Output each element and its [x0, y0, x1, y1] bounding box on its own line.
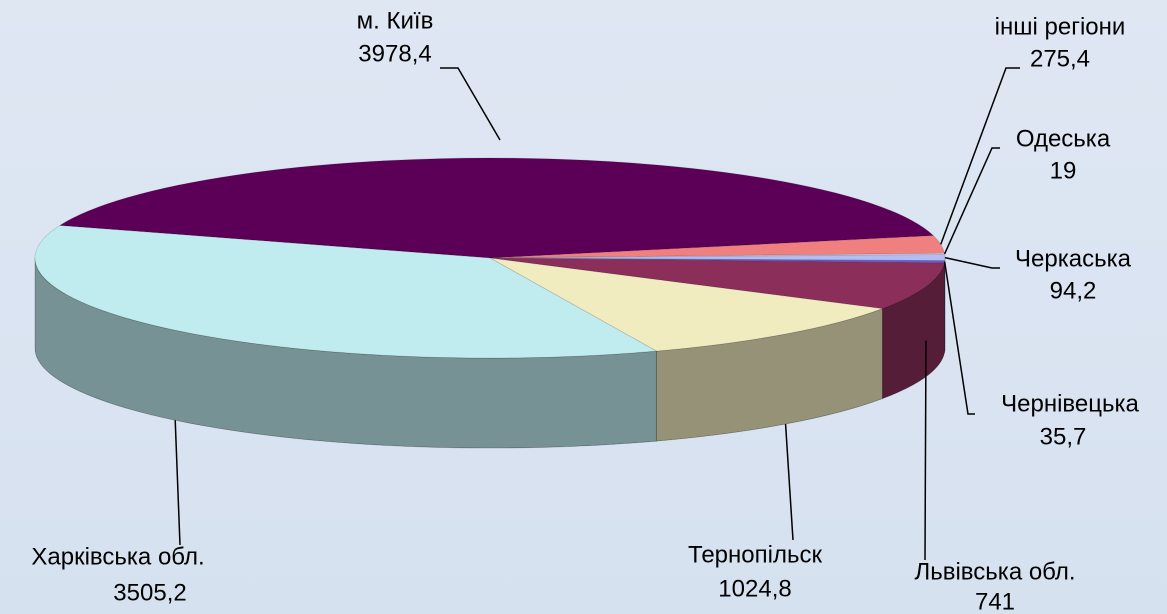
slice-label: Харківська обл. [31, 543, 204, 570]
slice-label: Одеська [1016, 125, 1111, 152]
leader-line [944, 256, 1000, 269]
leader-line [940, 67, 1020, 245]
slice [489, 257, 883, 352]
leader-line [943, 147, 1000, 255]
slice-value-label: 3505,2 [113, 579, 186, 606]
slice-value-label: 94,2 [1050, 277, 1097, 304]
slice-value-label: 741 [975, 588, 1015, 614]
slice-label: інші регіони [995, 13, 1126, 40]
leader-line [174, 420, 181, 546]
slice-value-label: 275,4 [1030, 45, 1090, 72]
slice-label: м. Київ [357, 7, 434, 34]
slice-label: Черкаська [1015, 245, 1132, 272]
slice-label: Тернопільск [688, 541, 822, 568]
slice [58, 157, 935, 259]
slice-value-label: 3978,4 [358, 40, 431, 67]
leader-line [943, 261, 975, 415]
leader-line [924, 340, 927, 561]
leader-line [784, 423, 794, 541]
slice-label: Чернівецька [1001, 390, 1139, 417]
slice-value-label: 35,7 [1040, 423, 1087, 450]
slice-value-label: 1024,8 [718, 575, 791, 602]
slice-value-label: 19 [1050, 157, 1077, 184]
slice [489, 257, 945, 310]
slice-label: Львівська обл. [914, 558, 1075, 585]
leader-line [440, 67, 501, 141]
slice [489, 254, 946, 262]
slice [34, 225, 658, 359]
